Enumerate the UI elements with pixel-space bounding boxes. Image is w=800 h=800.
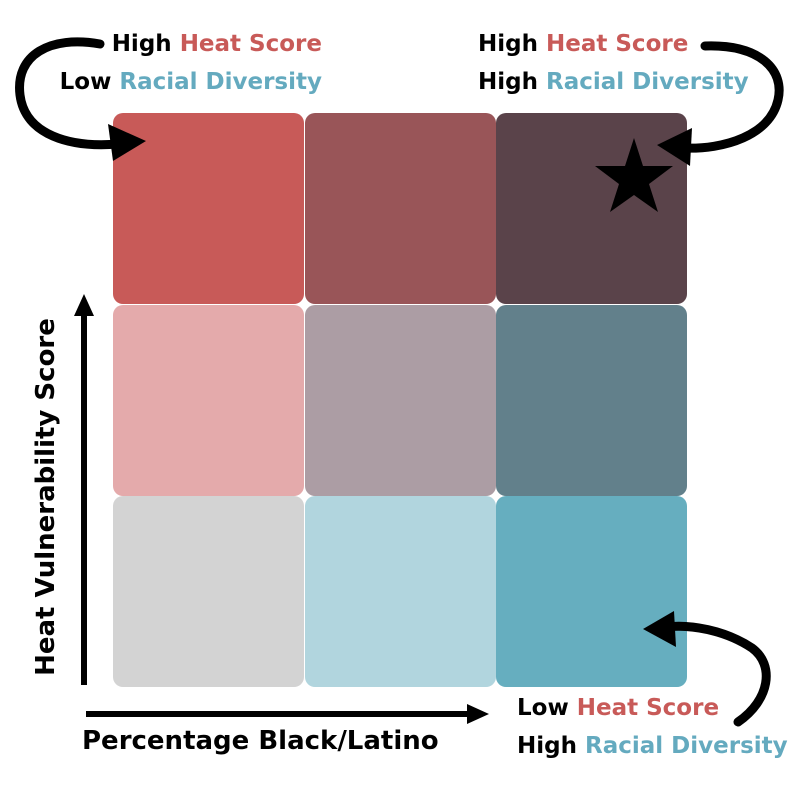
cell-low-heat-high-diversity	[496, 496, 687, 687]
x-axis-title: Percentage Black/Latino	[82, 726, 439, 756]
annotation-top-right: High Heat Score High Racial Diversity	[478, 25, 749, 101]
cell-high-heat-mid-diversity	[305, 113, 496, 304]
curved-arrow-bottom-right	[643, 611, 771, 727]
cell-mid-heat-low-diversity	[113, 305, 304, 496]
cell-high-heat-low-diversity	[113, 113, 304, 304]
curved-arrow-top-right	[657, 41, 784, 166]
annotation-line: High Heat Score	[478, 31, 689, 57]
annotation-top-left: High Heat Score Low Racial Diversity	[60, 25, 322, 101]
annotation-bottom-right: Low Heat Score High Racial Diversity	[517, 689, 788, 765]
star-icon	[595, 138, 673, 212]
x-axis-arrow	[86, 704, 489, 724]
cell-low-heat-low-diversity	[113, 496, 304, 687]
annotation-line: Low Racial Diversity	[59, 69, 322, 95]
cell-low-heat-mid-diversity	[305, 496, 496, 687]
cell-mid-heat-high-diversity	[496, 305, 687, 496]
y-axis-arrow	[74, 294, 94, 685]
annotation-line: High Racial Diversity	[478, 69, 749, 95]
annotation-line: Low Heat Score	[517, 695, 720, 721]
y-axis-title: Heat Vulnerability Score	[31, 318, 61, 676]
annotation-line: High Heat Score	[111, 31, 322, 57]
cell-mid-heat-mid-diversity	[305, 305, 496, 496]
annotation-line: High Racial Diversity	[517, 733, 788, 759]
curved-arrow-top-left	[15, 37, 146, 161]
